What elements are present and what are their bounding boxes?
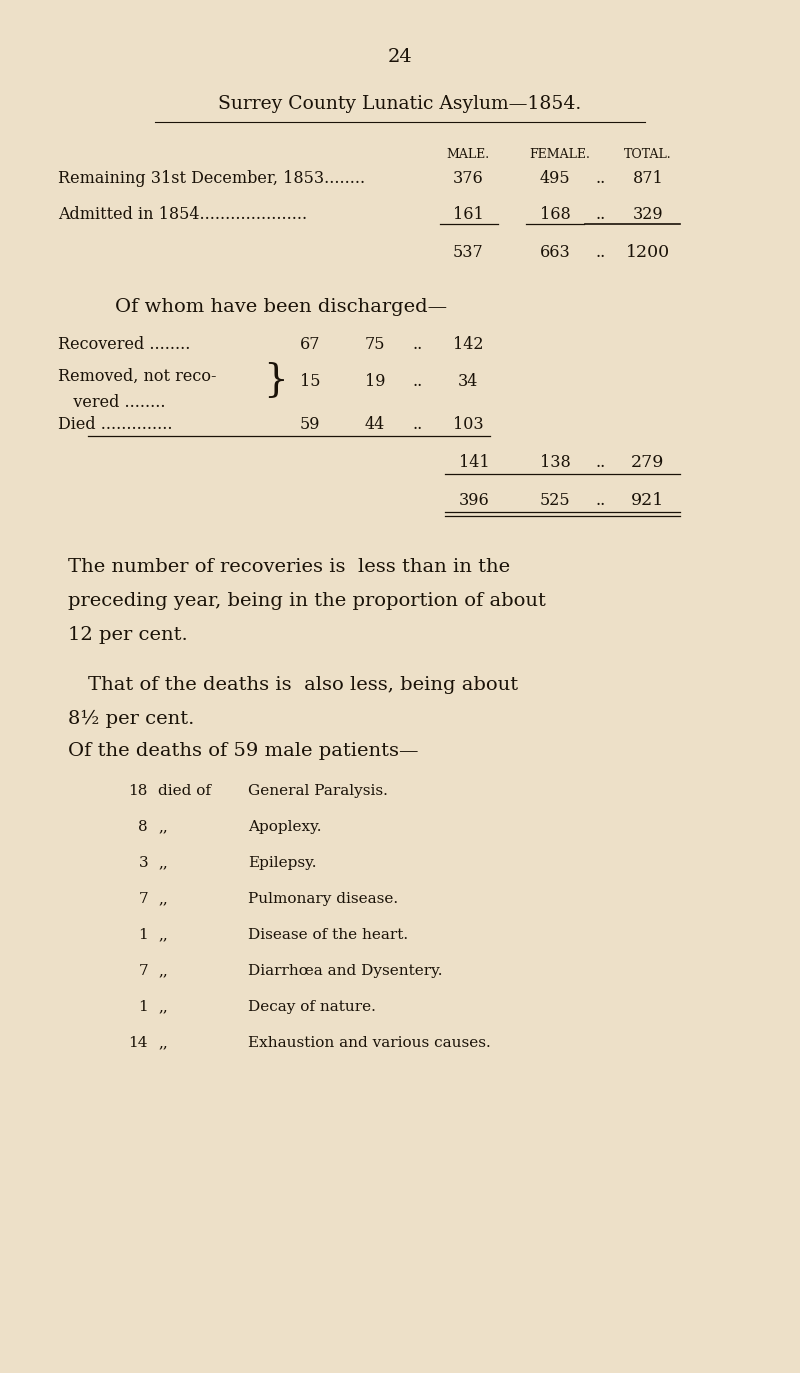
Text: 34: 34	[458, 372, 478, 390]
Text: Decay of nature.: Decay of nature.	[248, 1000, 376, 1015]
Text: 8½ per cent.: 8½ per cent.	[68, 710, 194, 728]
Text: Exhaustion and various causes.: Exhaustion and various causes.	[248, 1037, 490, 1050]
Text: 1: 1	[138, 928, 148, 942]
Text: General Paralysis.: General Paralysis.	[248, 784, 388, 798]
Text: ..: ..	[596, 492, 606, 509]
Text: That of the deaths is  also less, being about: That of the deaths is also less, being a…	[88, 676, 518, 693]
Text: ..: ..	[413, 372, 423, 390]
Text: ..: ..	[413, 416, 423, 432]
Text: ..: ..	[413, 336, 423, 353]
Text: MALE.: MALE.	[446, 148, 490, 161]
Text: 19: 19	[365, 372, 386, 390]
Text: ,,: ,,	[158, 1037, 168, 1050]
Text: Pulmonary disease.: Pulmonary disease.	[248, 892, 398, 906]
Text: ,,: ,,	[158, 928, 168, 942]
Text: 663: 663	[540, 244, 570, 261]
Text: 279: 279	[631, 454, 665, 471]
Text: 141: 141	[459, 454, 490, 471]
Text: 921: 921	[631, 492, 665, 509]
Text: 103: 103	[453, 416, 483, 432]
Text: Admitted in 1854.....................: Admitted in 1854.....................	[58, 206, 307, 222]
Text: 15: 15	[300, 372, 320, 390]
Text: preceding year, being in the proportion of about: preceding year, being in the proportion …	[68, 592, 546, 610]
Text: ..: ..	[596, 206, 606, 222]
Text: 75: 75	[365, 336, 386, 353]
Text: 14: 14	[129, 1037, 148, 1050]
Text: Died ..............: Died ..............	[58, 416, 173, 432]
Text: Remaining 31st December, 1853........: Remaining 31st December, 1853........	[58, 170, 365, 187]
Text: 7: 7	[138, 892, 148, 906]
Text: 67: 67	[300, 336, 320, 353]
Text: Apoplexy.: Apoplexy.	[248, 820, 322, 833]
Text: Recovered ........: Recovered ........	[58, 336, 190, 353]
Text: 525: 525	[540, 492, 570, 509]
Text: Surrey County Lunatic Asylum—1854.: Surrey County Lunatic Asylum—1854.	[218, 95, 582, 113]
Text: Disease of the heart.: Disease of the heart.	[248, 928, 408, 942]
Text: 18: 18	[129, 784, 148, 798]
Text: 168: 168	[540, 206, 570, 222]
Text: 161: 161	[453, 206, 483, 222]
Text: ..: ..	[596, 244, 606, 261]
Text: 537: 537	[453, 244, 483, 261]
Text: ,,: ,,	[158, 964, 168, 978]
Text: 44: 44	[365, 416, 385, 432]
Text: ..: ..	[596, 170, 606, 187]
Text: 24: 24	[388, 48, 412, 66]
Text: Removed, not reco-: Removed, not reco-	[58, 368, 217, 384]
Text: ,,: ,,	[158, 892, 168, 906]
Text: Epilepsy.: Epilepsy.	[248, 855, 317, 870]
Text: vered ........: vered ........	[58, 394, 166, 411]
Text: ,,: ,,	[158, 1000, 168, 1015]
Text: Of the deaths of 59 male patients—: Of the deaths of 59 male patients—	[68, 741, 418, 761]
Text: 138: 138	[540, 454, 570, 471]
Text: 3: 3	[138, 855, 148, 870]
Text: ,,: ,,	[158, 855, 168, 870]
Text: }: }	[263, 362, 288, 400]
Text: TOTAL.: TOTAL.	[624, 148, 672, 161]
Text: died of: died of	[158, 784, 211, 798]
Text: 396: 396	[459, 492, 490, 509]
Text: FEMALE.: FEMALE.	[530, 148, 590, 161]
Text: 7: 7	[138, 964, 148, 978]
Text: 59: 59	[300, 416, 320, 432]
Text: The number of recoveries is  less than in the: The number of recoveries is less than in…	[68, 557, 510, 577]
Text: Of whom have been discharged—: Of whom have been discharged—	[115, 298, 447, 316]
Text: 8: 8	[138, 820, 148, 833]
Text: 12 per cent.: 12 per cent.	[68, 626, 188, 644]
Text: ,,: ,,	[158, 820, 168, 833]
Text: 329: 329	[633, 206, 663, 222]
Text: ..: ..	[596, 454, 606, 471]
Text: 142: 142	[453, 336, 483, 353]
Text: 871: 871	[633, 170, 663, 187]
Text: 1: 1	[138, 1000, 148, 1015]
Text: 495: 495	[540, 170, 570, 187]
Text: 376: 376	[453, 170, 483, 187]
Text: 1200: 1200	[626, 244, 670, 261]
Text: Diarrhœa and Dysentery.: Diarrhœa and Dysentery.	[248, 964, 442, 978]
